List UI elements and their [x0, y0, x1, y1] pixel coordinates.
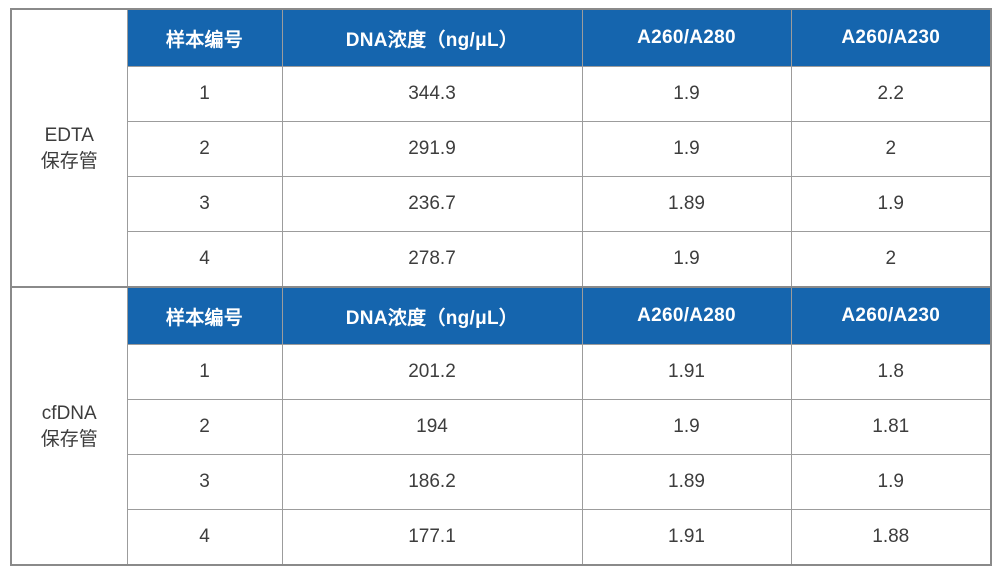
dna-concentration-cell: 344.3	[281, 66, 583, 122]
table-section-cfdna: cfDNA 保存管 样本编号 DNA浓度（ng/μL） A260/A280 A2…	[10, 286, 992, 566]
sample-id-cell: 2	[126, 399, 283, 455]
group-label-edta: EDTA 保存管	[10, 8, 128, 288]
dna-concentration-cell: 201.2	[281, 344, 583, 400]
table-row: 2 291.9 1.9 2	[11, 121, 992, 177]
a260-a280-cell: 1.89	[581, 454, 792, 510]
a260-a280-cell: 1.9	[581, 121, 792, 177]
a260-a230-cell: 1.9	[790, 454, 992, 510]
dna-concentration-cell: 186.2	[281, 454, 583, 510]
dna-concentration-cell: 194	[281, 399, 583, 455]
table-row: 4 278.7 1.9 2	[11, 231, 992, 288]
a260-a230-cell: 1.81	[790, 399, 992, 455]
group-label-cfdna: cfDNA 保存管	[10, 286, 128, 566]
column-header-dna-concentration: DNA浓度（ng/μL）	[281, 8, 583, 67]
dna-concentration-cell: 177.1	[281, 509, 583, 566]
a260-a230-cell: 1.8	[790, 344, 992, 400]
table-row: 1 344.3 1.9 2.2	[11, 66, 992, 122]
table-row: 2 194 1.9 1.81	[11, 399, 992, 455]
a260-a230-cell: 2	[790, 231, 992, 288]
a260-a230-cell: 2	[790, 121, 992, 177]
sample-id-cell: 4	[126, 509, 283, 566]
sample-id-cell: 3	[126, 176, 283, 232]
sample-id-cell: 2	[126, 121, 283, 177]
table-section-edta: EDTA 保存管 样本编号 DNA浓度（ng/μL） A260/A280 A26…	[10, 8, 992, 288]
group-label-line: cfDNA	[41, 402, 97, 424]
a260-a280-cell: 1.9	[581, 399, 792, 455]
column-header-a260-a280: A260/A280	[581, 8, 792, 67]
dna-quality-table: EDTA 保存管 样本编号 DNA浓度（ng/μL） A260/A280 A26…	[10, 8, 992, 566]
table-row: 3 236.7 1.89 1.9	[11, 176, 992, 232]
column-header-a260-a280: A260/A280	[581, 286, 792, 345]
dna-concentration-cell: 278.7	[281, 231, 583, 288]
column-header-a260-a230: A260/A230	[790, 286, 992, 345]
a260-a280-cell: 1.91	[581, 509, 792, 566]
sample-id-cell: 3	[126, 454, 283, 510]
a260-a230-cell: 1.88	[790, 509, 992, 566]
header-row: cfDNA 保存管 样本编号 DNA浓度（ng/μL） A260/A280 A2…	[10, 286, 992, 566]
column-header-a260-a230: A260/A230	[790, 8, 992, 67]
a260-a280-cell: 1.91	[581, 344, 792, 400]
a260-a280-cell: 1.89	[581, 176, 792, 232]
table-row: 3 186.2 1.89 1.9	[11, 454, 992, 510]
a260-a280-cell: 1.9	[581, 66, 792, 122]
table-row: 1 201.2 1.91 1.8	[11, 344, 992, 400]
group-label-line: 保存管	[40, 150, 98, 172]
a260-a230-cell: 1.9	[790, 176, 992, 232]
a260-a230-cell: 2.2	[790, 66, 992, 122]
a260-a280-cell: 1.9	[581, 231, 792, 288]
sample-id-cell: 1	[126, 344, 283, 400]
column-header-sample-id: 样本编号	[126, 8, 283, 67]
sample-id-cell: 4	[126, 231, 283, 288]
column-header-sample-id: 样本编号	[126, 286, 283, 345]
table-row: 4 177.1 1.91 1.88	[11, 509, 992, 566]
header-row: EDTA 保存管 样本编号 DNA浓度（ng/μL） A260/A280 A26…	[10, 8, 992, 288]
column-header-dna-concentration: DNA浓度（ng/μL）	[281, 286, 583, 345]
sample-id-cell: 1	[126, 66, 283, 122]
group-label-line: 保存管	[40, 428, 98, 450]
dna-concentration-cell: 291.9	[281, 121, 583, 177]
dna-concentration-cell: 236.7	[281, 176, 583, 232]
group-label-line: EDTA	[44, 124, 94, 146]
